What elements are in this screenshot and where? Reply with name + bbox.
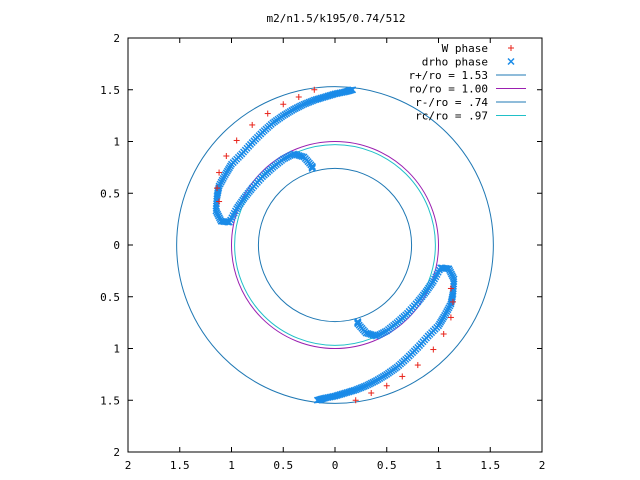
reference-circles [176, 86, 494, 404]
x-tick-label: 0.5 [273, 459, 293, 472]
plus-marker [447, 314, 454, 321]
ref-circle [257, 167, 413, 323]
plus-marker [233, 137, 240, 144]
plus-marker [414, 362, 421, 369]
legend-label: W phase [442, 42, 488, 55]
plus-marker [214, 185, 221, 192]
plus-marker [216, 198, 223, 205]
y-tick-label: 0.5 [100, 187, 120, 200]
y-tick-label: 1 [113, 136, 120, 149]
x-tick-label: 0.5 [377, 459, 397, 472]
plus-marker [249, 121, 256, 128]
y-tick-label: 2 [113, 32, 120, 45]
plus-marker [368, 390, 375, 397]
x-tick-label: 1.5 [170, 459, 190, 472]
x-tick-label: 0 [332, 459, 339, 472]
y-tick-label: 1.5 [100, 394, 120, 407]
ref-circle [234, 144, 436, 346]
plus-marker [352, 397, 359, 404]
x-tick-label: 1 [228, 459, 235, 472]
legend-label: r-/ro = .74 [415, 96, 488, 109]
x-marker [507, 57, 515, 66]
plus-marker [311, 86, 318, 93]
plus-marker [264, 110, 271, 117]
axis-ticks: 2 1.5 1 0.5 0 0.5 1 1.5 221.510.500.511.52 [100, 32, 545, 472]
x-tick-label: 1.5 [480, 459, 500, 472]
ref-circle [176, 86, 494, 404]
plus-marker [440, 331, 447, 338]
data-markers [212, 86, 458, 404]
legend-label: rc/ro = .97 [415, 110, 488, 123]
y-tick-label: 1 [113, 343, 120, 356]
plus-marker [447, 285, 454, 292]
x-marker [354, 318, 362, 326]
y-tick-label: 0 [113, 239, 120, 252]
plus-marker [280, 101, 287, 108]
plus-marker [508, 45, 514, 51]
plus-marker [399, 373, 406, 380]
legend-label: r+/ro = 1.53 [409, 69, 488, 82]
plus-marker [383, 382, 390, 389]
x-tick-label: 2 [539, 459, 546, 472]
x-tick-label: 1 [435, 459, 442, 472]
legend-label: drho phase [422, 56, 488, 69]
x-marker [308, 164, 316, 172]
y-tick-label: 1.5 [100, 84, 120, 97]
plus-marker [216, 169, 223, 176]
plus-marker [449, 298, 456, 305]
ref-circle [231, 141, 439, 349]
plus-marker [223, 152, 230, 159]
y-tick-label: 2 [113, 446, 120, 459]
chart-title: m2/n1.5/k195/0.74/512 [266, 12, 405, 25]
y-tick-label: 0.5 [100, 291, 120, 304]
plus-marker [430, 346, 437, 353]
x-tick-label: 2 [125, 459, 132, 472]
plus-marker [295, 93, 302, 100]
legend-label: ro/ro = 1.00 [409, 83, 488, 96]
